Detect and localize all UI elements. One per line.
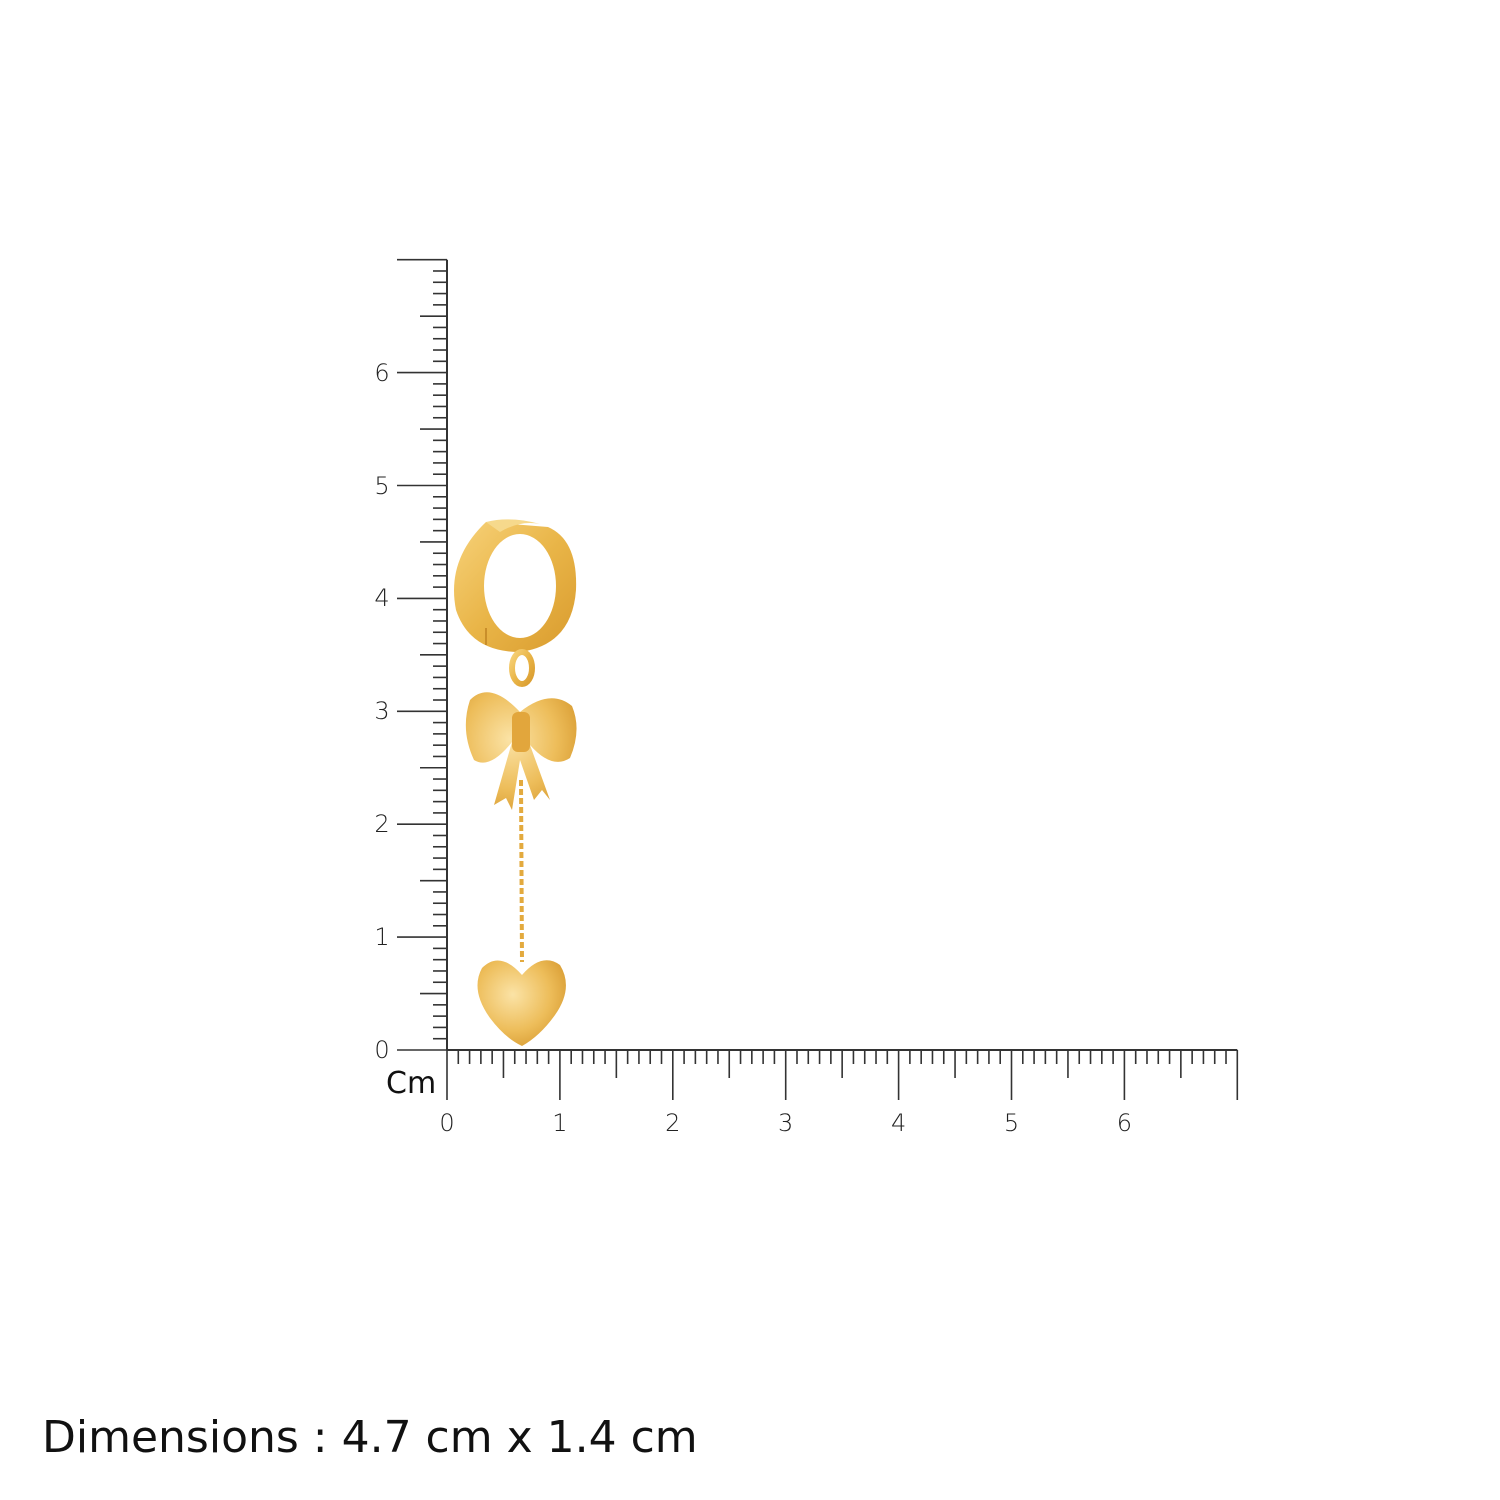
vertical-tick-label: 4 (374, 584, 390, 613)
horizontal-tick-label: 3 (778, 1109, 794, 1137)
ruler-unit-label: Cm (386, 1066, 437, 1101)
dimensions-caption: Dimensions : 4.7 cm x 1.4 cm (42, 1412, 698, 1463)
vertical-tick-label: 5 (374, 471, 390, 500)
ruler-ticks (397, 258, 1239, 1100)
vertical-tick-label: 2 (374, 810, 390, 839)
vertical-tick-label: 1 (374, 923, 390, 952)
horizontal-tick-label: 4 (890, 1109, 907, 1137)
horizontal-tick-label: 1 (552, 1109, 568, 1137)
chain (519, 779, 524, 963)
horizontal-tick-label: 5 (1003, 1109, 1020, 1137)
vertical-tick-label: 0 (374, 1036, 390, 1064)
heart-charm (477, 960, 566, 1046)
horizontal-tick-label: 0 (439, 1109, 455, 1137)
earring-image (454, 519, 577, 1046)
horizontal-tick-label: 2 (665, 1109, 681, 1137)
horizontal-tick-label: 6 (1116, 1109, 1133, 1137)
vertical-tick-label: 3 (374, 697, 390, 726)
vertical-tick-label: 6 (374, 358, 390, 387)
